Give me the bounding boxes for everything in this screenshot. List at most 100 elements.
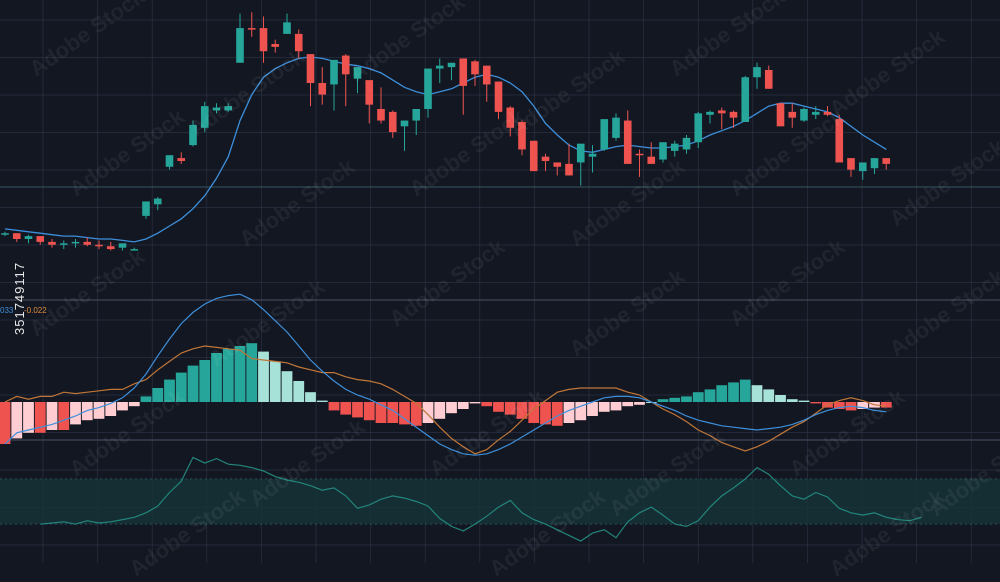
- candle: [682, 135, 691, 154]
- macd-histogram-bar: [810, 402, 822, 404]
- candle-body: [706, 111, 714, 115]
- candle: [835, 114, 844, 163]
- candle: [858, 162, 867, 180]
- macd-histogram-bar: [540, 402, 551, 425]
- candle-body: [447, 62, 456, 68]
- candle: [882, 158, 891, 170]
- macd-histogram-bar: [481, 402, 493, 407]
- macd-histogram-bar: [528, 402, 540, 423]
- candle: [482, 65, 491, 102]
- macd-histogram-bar: [422, 402, 434, 423]
- candle: [623, 110, 632, 164]
- candle: [165, 155, 174, 170]
- candle: [106, 241, 115, 251]
- candle: [365, 80, 374, 124]
- macd-line: [4, 293, 887, 456]
- candle: [236, 13, 244, 63]
- candle: [447, 62, 456, 81]
- candle: [424, 68, 432, 118]
- candle: [353, 67, 362, 94]
- candle-body: [823, 111, 832, 115]
- candle: [48, 239, 56, 248]
- candle: [764, 65, 773, 89]
- candle: [541, 153, 550, 172]
- candle-body: [283, 22, 291, 34]
- candle-body: [118, 243, 127, 248]
- candle-body: [24, 236, 33, 239]
- candle: [118, 243, 127, 251]
- macd-histogram-bar: [340, 402, 352, 415]
- candle: [729, 110, 738, 128]
- candle: [753, 62, 761, 89]
- candle-body: [800, 109, 808, 121]
- candle: [659, 142, 667, 163]
- macd-histogram-bar: [704, 389, 716, 402]
- candle: [200, 101, 209, 133]
- candle-body: [835, 119, 844, 163]
- candle-body: [306, 54, 315, 83]
- candle: [788, 103, 797, 128]
- candle: [706, 110, 714, 124]
- candle: [259, 16, 268, 63]
- candle-body: [623, 120, 632, 164]
- candle: [341, 54, 350, 107]
- candle-body: [635, 153, 644, 156]
- candle-body: [553, 162, 562, 167]
- candle: [330, 59, 338, 111]
- candle-body: [236, 28, 244, 63]
- macd-histogram-bar: [0, 402, 11, 444]
- candle-body: [165, 155, 174, 167]
- candle-body: [388, 111, 397, 133]
- macd-histogram-bar: [457, 402, 469, 409]
- macd-histogram-bar: [11, 402, 23, 439]
- macd-histogram-bar: [622, 402, 634, 407]
- macd-histogram-bar: [434, 402, 446, 419]
- macd-histogram-bar: [610, 402, 622, 411]
- candle: [847, 158, 855, 177]
- candle-body: [506, 107, 515, 128]
- rsi-panel: [0, 456, 1000, 542]
- macd-histogram-bar: [58, 402, 70, 430]
- candle-body: [870, 158, 879, 169]
- candle: [1, 231, 9, 237]
- candle-body: [847, 158, 855, 170]
- candle-body: [247, 28, 256, 30]
- macd-histogram-bar: [692, 392, 704, 402]
- candle-body: [400, 120, 409, 127]
- candle-body: [565, 163, 573, 176]
- candle: [95, 240, 103, 250]
- macd-histogram-bar: [34, 402, 46, 433]
- candle: [670, 140, 679, 157]
- candle-body: [200, 106, 209, 128]
- macd-histogram-bar: [551, 402, 563, 426]
- candle-body: [83, 241, 92, 245]
- candle: [459, 58, 468, 115]
- macd-histogram-bar: [469, 402, 481, 404]
- macd-histogram-bar: [293, 381, 305, 402]
- macd-histogram-bar: [857, 402, 869, 409]
- macd-histogram-bar: [375, 402, 387, 423]
- macd-histogram-bar: [657, 399, 669, 402]
- candle-body: [670, 143, 679, 151]
- candle-body: [106, 246, 115, 250]
- candle-body: [659, 142, 667, 160]
- candle-body: [459, 58, 468, 86]
- macd-histogram-bar: [164, 379, 175, 402]
- candle: [318, 67, 327, 105]
- candle-body: [435, 65, 444, 69]
- price-panel: [1, 12, 891, 251]
- macd-histogram-bar: [199, 360, 211, 402]
- candle-body: [271, 44, 280, 47]
- macd-histogram-bar: [775, 395, 786, 402]
- candle: [741, 75, 750, 122]
- stock-id: 351749117: [12, 261, 27, 335]
- macd-histogram-bar: [575, 402, 587, 421]
- macd-histogram-bar: [211, 353, 222, 402]
- candle-body: [588, 153, 597, 157]
- candle: [494, 81, 503, 120]
- macd-histogram-bar: [387, 402, 399, 423]
- macd-histogram-bar: [234, 346, 246, 402]
- panel-dividers: [0, 186, 1000, 441]
- candle: [71, 239, 80, 248]
- macd-histogram-bar: [516, 402, 528, 419]
